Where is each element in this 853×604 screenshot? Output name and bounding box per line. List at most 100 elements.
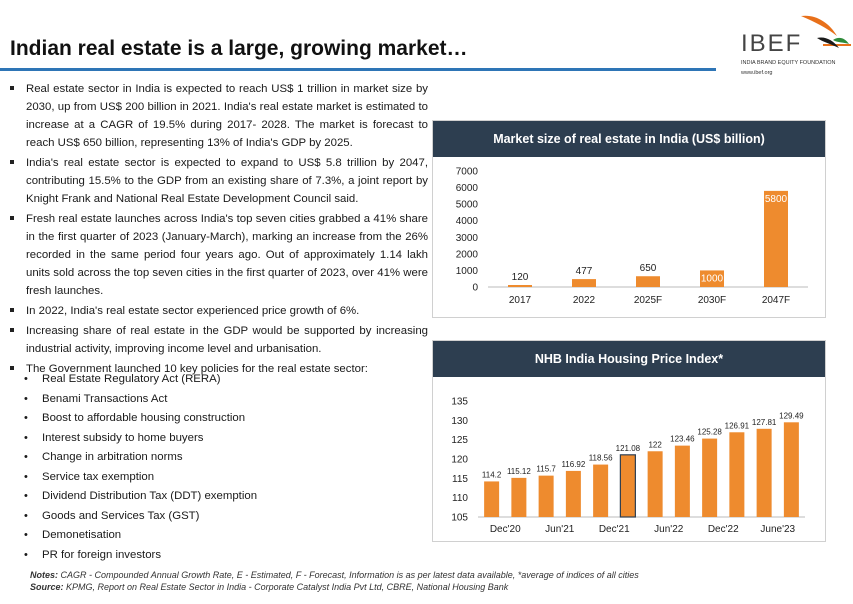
policy-text: Goods and Services Tax (GST): [42, 509, 200, 522]
y-tick-label: 3000: [456, 233, 479, 244]
policy-item: • Service tax exemption: [24, 468, 257, 488]
policy-item: • Interest subsidy to home buyers: [24, 429, 257, 449]
y-tick-label: 130: [451, 416, 468, 427]
bullet-dot-icon: •: [24, 392, 28, 405]
bullet-dot-icon: •: [24, 431, 28, 444]
data-label: 650: [640, 263, 657, 274]
data-label: 114.2: [482, 470, 502, 479]
source-text: KPMG, Report on Real Estate Sector in In…: [63, 582, 509, 592]
data-label: 5800: [765, 194, 788, 205]
policy-item: • Dividend Distribution Tax (DDT) exempti…: [24, 487, 257, 507]
bullet-dot-icon: •: [24, 548, 28, 561]
ibef-logo[interactable]: IBEF INDIA BRAND EQUITY FOUNDATION www.i…: [741, 10, 851, 76]
square-bullet-icon: [10, 160, 14, 164]
bar: [783, 422, 799, 517]
y-tick-label: 4000: [456, 216, 479, 227]
policy-list: • Real Estate Regulatory Act (RERA) • Bena…: [24, 370, 257, 565]
policy-item: • Real Estate Regulatory Act (RERA): [24, 370, 257, 390]
data-label: 115.7: [536, 465, 556, 474]
bar: [484, 481, 500, 517]
bar: [565, 470, 581, 517]
x-tick-label: 2022: [573, 295, 596, 306]
data-label: 118.56: [589, 454, 613, 463]
x-tick-label: Jun'21: [545, 524, 575, 535]
bullet-dot-icon: •: [24, 451, 28, 463]
policy-text: PR for foreign investors: [42, 548, 162, 561]
policy-item: • Boost to affordable housing constructio…: [24, 409, 257, 429]
x-tick-label: 2025F: [634, 295, 662, 306]
policy-text: Boost to affordable housing construction: [42, 412, 246, 424]
data-label: 127.81: [752, 418, 777, 427]
data-label: 120: [512, 272, 529, 283]
bullet-text: In 2022, India's real estate sector expe…: [26, 305, 360, 317]
housing-index-chart-title: NHB India Housing Price Index*: [433, 341, 825, 377]
data-label: 116.92: [561, 460, 585, 469]
data-label: 115.12: [507, 467, 531, 476]
square-bullet-icon: [10, 366, 14, 370]
bar: [538, 475, 554, 517]
x-tick-label: Jun'22: [654, 524, 684, 535]
market-size-chart-panel: Market size of real estate in India (US$…: [432, 120, 826, 318]
y-tick-label: 115: [452, 474, 468, 485]
data-label: 477: [576, 266, 593, 277]
x-tick-label: Dec'22: [708, 524, 739, 535]
square-bullet-icon: [10, 86, 14, 90]
logo-subtitle: INDIA BRAND EQUITY FOUNDATION: [741, 60, 836, 66]
bar: [511, 477, 527, 517]
policy-item: • Benami Transactions Act: [24, 390, 257, 410]
data-label: 126.91: [725, 421, 750, 430]
data-label: 122: [648, 440, 662, 449]
y-tick-label: 0: [472, 283, 478, 294]
bullet-dot-icon: •: [24, 490, 28, 502]
bar: [674, 445, 690, 517]
bullet-text: Increasing share of real estate in the G…: [26, 325, 428, 355]
data-label: 125.28: [697, 428, 722, 437]
source-label: Source:: [30, 582, 64, 592]
x-tick-label: 2030F: [698, 295, 726, 306]
market-size-chart-title: Market size of real estate in India (US$…: [433, 121, 825, 157]
notes-line: Notes: CAGR - Compounded Annual Growth R…: [30, 569, 639, 581]
bullet-dot-icon: •: [24, 412, 28, 424]
y-tick-label: 110: [452, 493, 468, 504]
x-tick-label: 2047F: [762, 295, 790, 306]
footer-notes: Notes: CAGR - Compounded Annual Growth R…: [30, 569, 639, 593]
policy-text: Interest subsidy to home buyers: [42, 431, 204, 444]
bullet-item: Fresh real estate launches across India'…: [8, 210, 428, 300]
bullet-item: The Government launched 10 key policies …: [8, 360, 428, 378]
bullet-dot-icon: •: [24, 470, 28, 483]
bullet-dot-icon: •: [24, 509, 28, 522]
data-label: 123.46: [670, 435, 695, 444]
housing-index-chart: 105 110 115 120 125 130 135 114.2 Dec'20 115.12 11…: [451, 397, 805, 535]
data-label: 1000: [701, 273, 724, 284]
bar: [700, 270, 724, 287]
y-tick-label: 5000: [456, 200, 479, 211]
notes-text: CAGR - Compounded Annual Growth Rate, E …: [58, 570, 639, 580]
data-label: 129.49: [779, 411, 804, 420]
policy-text: Change in arbitration norms: [42, 451, 183, 463]
bullet-item: India's real estate sector is expected t…: [8, 154, 428, 208]
policy-text: Real Estate Regulatory Act (RERA): [42, 373, 221, 385]
square-bullet-icon: [10, 216, 14, 220]
policy-item: • PR for foreign investors: [24, 546, 257, 566]
x-tick-label: 2017: [509, 295, 532, 306]
bar: [756, 428, 772, 517]
bullet-text: Fresh real estate launches across India'…: [26, 213, 428, 297]
notes-label: Notes:: [30, 570, 59, 580]
bar: [702, 438, 718, 517]
bar: [729, 432, 745, 517]
bar: [764, 190, 788, 287]
y-tick-label: 7000: [456, 167, 479, 178]
source-line: Source: KPMG, Report on Real Estate Sect…: [30, 581, 639, 593]
y-tick-label: 135: [451, 397, 468, 408]
policy-text: Service tax exemption: [42, 470, 155, 483]
logo-wordmark: IBEF: [741, 30, 803, 57]
y-tick-label: 6000: [456, 183, 479, 194]
bullet-list: Real estate sector in India is expected …: [8, 80, 428, 380]
y-tick-label: 2000: [456, 249, 479, 260]
logo-url: www.ibef.org: [741, 70, 773, 76]
policy-text: Benami Transactions Act: [42, 392, 168, 405]
y-tick-label: 105: [451, 513, 468, 524]
bar: [647, 451, 663, 517]
page-title: Indian real estate is a large, growing m…: [10, 37, 468, 60]
data-label: 121.08: [616, 444, 641, 453]
